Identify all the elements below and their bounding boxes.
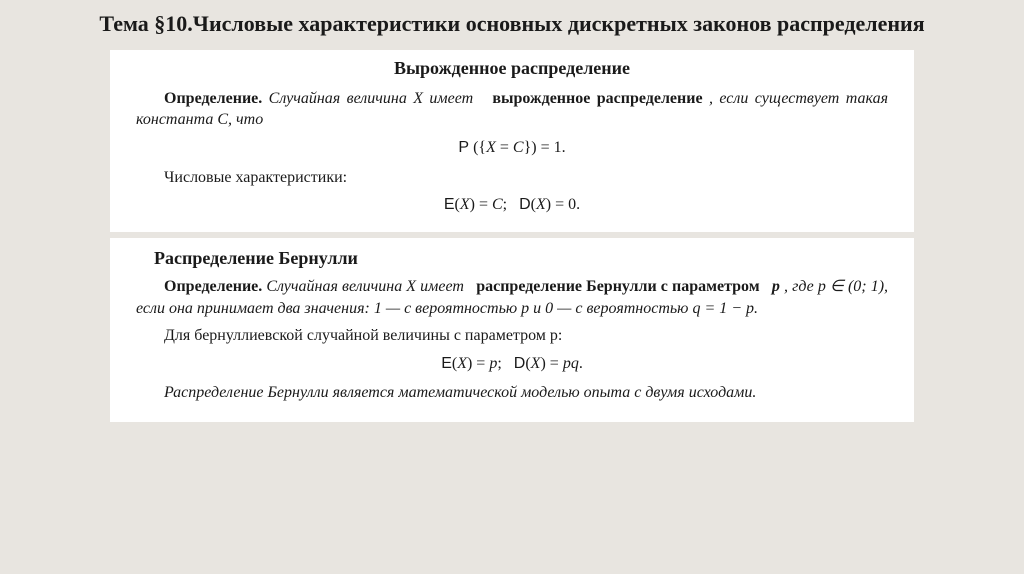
definition-label: Определение. [164, 278, 262, 295]
box2-line2: Для бернуллиевской случайной величины с … [136, 325, 888, 347]
definition-label: Определение. [164, 90, 262, 107]
def-param: p [772, 278, 780, 295]
def-text-1: Случайная величина X имеет [269, 90, 473, 107]
box2-conclusion: Распределение Бернулли является математи… [136, 382, 888, 404]
box1-formula-1: P ({X = C}) = 1. [136, 137, 888, 159]
box2-definition: Определение. Случайная величина X имеет … [136, 276, 888, 319]
def-text-1: Случайная величина X имеет [266, 278, 464, 295]
def-bold: вырожденное распределение [492, 90, 702, 107]
box1-formula-2: E(X) = C; D(X) = 0. [136, 194, 888, 216]
box2-heading: Распределение Бернулли [136, 246, 888, 270]
box1-definition: Определение. Случайная величина X имеет … [136, 88, 888, 131]
degenerate-distribution-box: Вырожденное распределение Определение. С… [110, 50, 914, 232]
box2-formula-1: E(X) = p; D(X) = pq. [136, 353, 888, 375]
box1-heading: Вырожденное распределение [136, 56, 888, 80]
box1-characteristics-label: Числовые характеристики: [136, 167, 888, 189]
bernoulli-distribution-box: Распределение Бернулли Определение. Случ… [110, 238, 914, 422]
page-title: Тема §10.Числовые характеристики основны… [0, 0, 1024, 46]
def-bold: распределение Бернулли с параметром [476, 278, 759, 295]
